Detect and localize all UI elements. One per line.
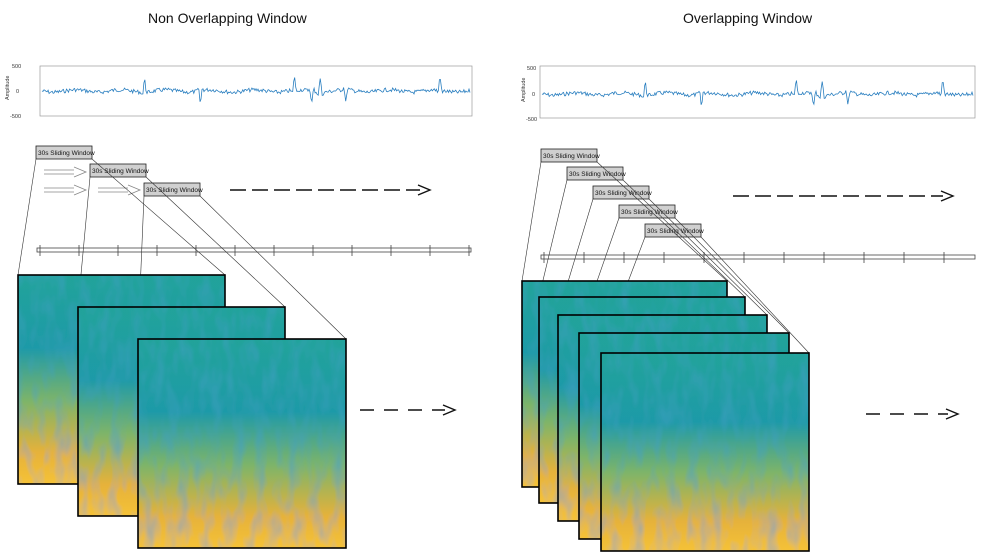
right-ytick-500: 500 <box>527 66 536 72</box>
right-window-label-5: 30s Sliding Window <box>647 228 704 235</box>
left-windows: 30s Sliding Window 30s Sliding Window 30… <box>17 145 472 340</box>
left-ylabel: Amplitude <box>5 76 11 100</box>
right-window-label-3: 30s Sliding Window <box>595 190 652 197</box>
left-continue-arrow-head <box>417 184 432 196</box>
right-continue-arrow-head <box>940 190 955 202</box>
left-shift-arrow-1 <box>44 166 88 178</box>
left-shift-arrow-2 <box>44 184 88 196</box>
right-eeg-signal <box>541 80 974 106</box>
left-eeg-signal <box>41 77 471 103</box>
left-window-box-3 <box>143 182 201 197</box>
left-ytick-500: 500 <box>12 64 21 70</box>
right-signal-plot: 500 0 -500 Amplitude <box>521 65 976 123</box>
right-window-box-3 <box>592 185 650 200</box>
right-window-label-2: 30s Sliding Window <box>569 171 626 178</box>
right-projection-lines <box>521 161 810 354</box>
right-ylabel: Amplitude <box>521 78 527 102</box>
left-panel-title: Non Overlapping Window <box>148 10 307 26</box>
left-more-arrow-head <box>442 404 457 416</box>
right-window-box-4 <box>618 204 676 219</box>
right-window-box-2 <box>566 166 624 181</box>
left-spectrograms <box>17 274 457 549</box>
left-shift-arrow-3 <box>98 184 142 196</box>
right-ytick-0: 0 <box>532 92 535 98</box>
left-ytick-0: 0 <box>16 89 19 95</box>
left-projection-lines <box>17 158 347 340</box>
left-spectrogram-3 <box>137 338 347 549</box>
left-window-label-1: 30s Sliding Window <box>38 150 95 157</box>
right-more-arrow-head <box>945 408 960 420</box>
right-window-label-1: 30s Sliding Window <box>543 153 600 160</box>
left-window-box-2 <box>89 163 147 178</box>
right-ytick-neg500: -500 <box>526 117 537 123</box>
right-window-box-5 <box>644 223 702 238</box>
left-timeline <box>36 245 472 256</box>
left-ytick-neg500: -500 <box>10 114 21 120</box>
left-signal-plot: 500 0 -500 Amplitude <box>5 64 473 120</box>
right-timeline <box>540 252 976 263</box>
right-spectrogram-5 <box>600 352 810 552</box>
left-window-box-1 <box>35 145 93 160</box>
right-panel-title: Overlapping Window <box>683 10 813 26</box>
right-window-box-1 <box>540 148 598 163</box>
left-signal-frame <box>39 65 473 117</box>
right-spectrograms <box>521 280 960 552</box>
right-windows: 30s Sliding Window 30s Sliding Window 30… <box>521 148 976 354</box>
left-window-label-2: 30s Sliding Window <box>92 168 149 175</box>
left-window-label-3: 30s Sliding Window <box>146 187 203 194</box>
right-window-label-4: 30s Sliding Window <box>621 209 678 216</box>
